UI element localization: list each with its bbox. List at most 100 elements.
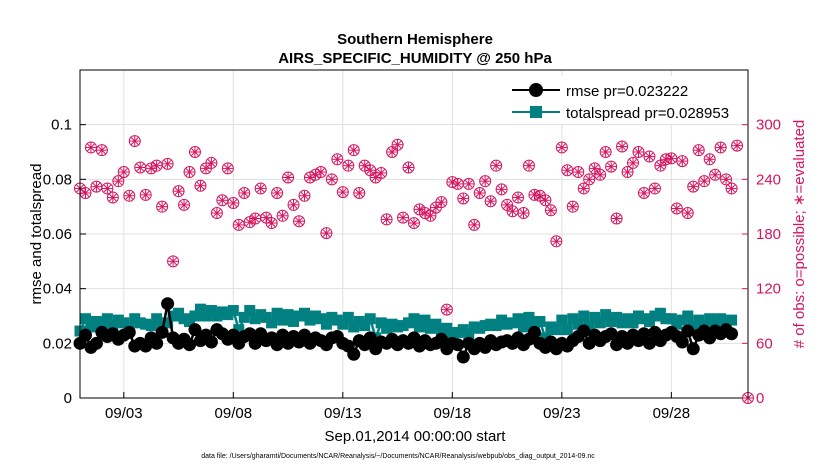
y-right-tick-label: 0 <box>756 390 764 407</box>
obs-count-point <box>495 183 508 196</box>
totalspread-point <box>227 305 239 317</box>
obs-count-point <box>479 175 492 188</box>
obs-count-point <box>599 146 612 158</box>
obs-count-point <box>238 187 251 199</box>
obs-count-point <box>79 187 92 199</box>
rmse-point <box>675 335 689 349</box>
obs-count-point <box>512 191 525 204</box>
totalspread-point <box>550 324 562 336</box>
totalspread-point <box>233 324 245 336</box>
rmse-point <box>243 327 257 341</box>
totalspread-point <box>726 314 738 326</box>
obs-count-point <box>391 138 404 151</box>
obs-count-point <box>517 207 530 220</box>
obs-count-point <box>605 160 618 173</box>
obs-count-point <box>265 217 278 230</box>
obs-count-point <box>550 235 563 248</box>
obs-count-point <box>687 180 700 193</box>
totalspread-point <box>594 317 606 329</box>
y-tick-label: 0.1 <box>51 117 72 134</box>
y-tick-label: 0.06 <box>43 226 72 243</box>
obs-count-point <box>134 161 147 174</box>
totalspread-point <box>145 320 157 332</box>
totalspread-point <box>512 313 524 325</box>
totalspread-point <box>539 332 551 344</box>
obs-count-point <box>468 218 481 231</box>
rmse-point <box>89 336 103 350</box>
obs-count-point <box>501 198 514 211</box>
chart-subtitle: AIRS_SPECIFIC_HUMIDITY @ 250 hPa <box>278 50 552 67</box>
obs-count-point <box>314 166 327 179</box>
rmse-point <box>456 350 470 364</box>
obs-count-point <box>320 227 333 240</box>
obs-count-point <box>440 303 453 316</box>
obs-count-point <box>106 191 119 204</box>
obs-count-point <box>539 194 552 207</box>
obs-count-series <box>74 135 754 404</box>
y-tick-label: 0 <box>64 390 72 407</box>
obs-count-point <box>227 197 240 210</box>
obs-count-point <box>353 187 366 199</box>
obs-count-point <box>178 198 191 211</box>
obs-count-point <box>490 159 503 172</box>
obs-count-point <box>325 173 338 186</box>
obs-count-point <box>150 159 163 172</box>
obs-count-point <box>84 141 97 154</box>
rmse-point <box>122 325 136 339</box>
obs-count-point <box>408 217 420 230</box>
obs-count-point <box>271 187 284 199</box>
obs-count-point <box>709 168 722 181</box>
y-tick-label: 0.02 <box>43 335 72 352</box>
totalspread-point <box>682 310 694 322</box>
rmse-point <box>161 297 175 311</box>
totalspread-point <box>238 311 250 323</box>
y-right-tick-label: 60 <box>756 335 773 352</box>
chart-title: Southern Hemisphere <box>337 31 493 48</box>
totalspread-point <box>320 318 332 330</box>
obs-count-point <box>112 175 125 188</box>
totalspread-point <box>162 317 174 329</box>
obs-count-point <box>364 164 377 177</box>
rmse-point <box>155 325 169 339</box>
obs-count-point <box>397 211 410 224</box>
obs-count-point <box>643 150 656 163</box>
obs-count-point <box>205 156 218 169</box>
totalspread-point <box>189 310 201 322</box>
obs-count-point <box>561 164 574 177</box>
obs-count-point <box>336 186 349 199</box>
x-tick-label: 09/08 <box>215 405 253 422</box>
obs-count-point <box>720 173 733 186</box>
obs-count-point <box>156 200 169 213</box>
obs-count-point <box>276 209 289 222</box>
obs-count-point <box>254 182 267 195</box>
obs-count-point <box>583 173 596 186</box>
obs-count-point <box>194 179 207 192</box>
obs-count-point <box>424 209 437 222</box>
rmse-point <box>604 327 618 341</box>
rmse-point <box>527 325 541 339</box>
obs-count-point <box>123 189 136 202</box>
y-right-tick-label: 180 <box>756 226 781 243</box>
metric-series <box>73 297 739 364</box>
x-tick-label: 09/13 <box>324 405 362 422</box>
y-right-tick-label: 240 <box>756 171 781 188</box>
obs-count-point <box>670 202 683 215</box>
x-tick-label: 09/28 <box>653 405 691 422</box>
totalspread-point <box>282 309 294 321</box>
obs-count-point <box>435 196 448 209</box>
totalspread-point <box>572 318 584 330</box>
rmse-point <box>725 327 739 341</box>
totalspread-point <box>687 321 699 333</box>
obs-count-point <box>172 185 185 198</box>
x-tick-label: 09/18 <box>434 405 472 422</box>
obs-count-point <box>139 188 152 201</box>
obs-count-point <box>462 177 475 190</box>
obs-count-point <box>287 198 300 211</box>
obs-count-point <box>566 200 579 213</box>
totalspread-point <box>151 313 163 325</box>
obs-count-point <box>221 162 234 175</box>
rmse-point <box>347 347 361 361</box>
totalspread-point <box>271 307 283 319</box>
totalspread-point <box>561 324 573 336</box>
